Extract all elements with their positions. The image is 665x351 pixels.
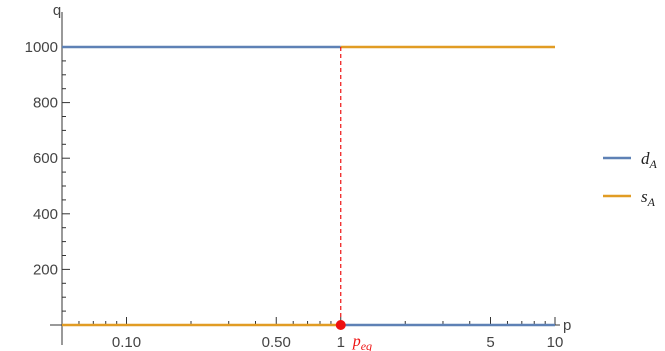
y-tick-label: 1000 [25, 39, 58, 56]
equilibrium-point [335, 320, 346, 330]
legend-label-d_A: dA [641, 149, 658, 171]
x-tick-label: 1 [337, 334, 345, 351]
x-axis-label: p [563, 317, 571, 334]
x-tick-label: 0.50 [262, 334, 291, 351]
x-tick-label: 0.10 [112, 334, 141, 351]
y-tick-label: 400 [33, 206, 58, 223]
x-tick-label: 10 [547, 334, 564, 351]
y-tick-label: 600 [33, 150, 58, 167]
series-layer [62, 45, 555, 327]
legend: dA sA [603, 149, 658, 209]
equilibrium-layer: peq [335, 47, 372, 351]
axes: 200 400 600 800 1000 0.10 0.50 1 5 10 [25, 12, 564, 351]
y-tick-label: 800 [33, 95, 58, 112]
legend-label-s_A: sA [641, 187, 656, 209]
x-tick-label: 5 [486, 334, 494, 351]
y-tick-label: 200 [33, 261, 58, 278]
y-axis-label: q [53, 2, 61, 19]
equilibrium-label: peq [352, 333, 372, 351]
